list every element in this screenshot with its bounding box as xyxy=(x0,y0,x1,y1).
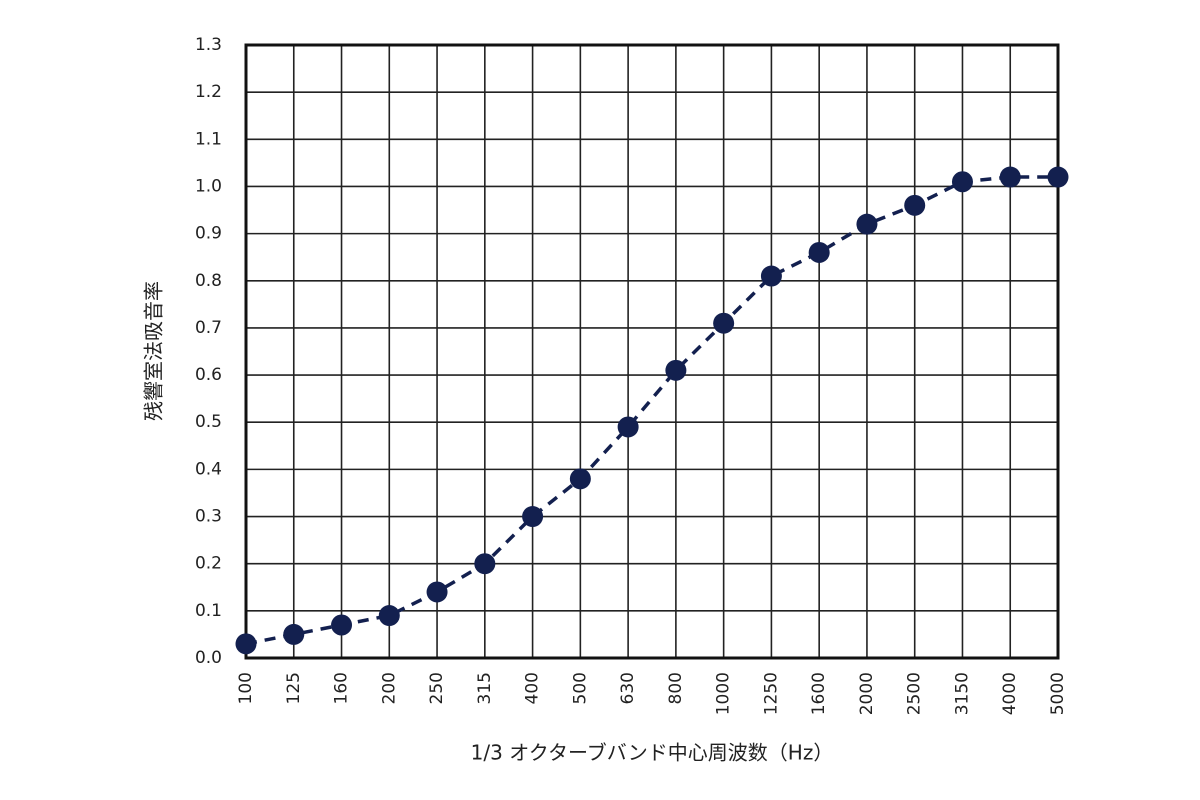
x-tick-label: 400 xyxy=(523,672,543,704)
data-point xyxy=(999,166,1021,188)
series-line xyxy=(245,175,1058,646)
y-tick-label: 0.9 xyxy=(195,224,222,244)
x-tick-label: 1000 xyxy=(714,672,734,715)
data-point xyxy=(426,581,448,603)
y-tick-label: 0.8 xyxy=(195,271,222,291)
x-tick-label: 2000 xyxy=(857,672,877,715)
y-tick-label: 1.2 xyxy=(195,82,222,102)
data-point xyxy=(760,265,782,287)
x-tick-label: 630 xyxy=(618,672,638,704)
data-point xyxy=(474,553,496,575)
data-point xyxy=(951,171,973,193)
y-axis-ticks: 0.0 0.1 0.2 0.3 0.4 0.5 0.6 0.7 0.8 0.9 1.0 1.1 1.2 1… xyxy=(195,35,222,668)
x-axis-ticks: 100 125 160 200 250 315 400 500 630 800 1000 1250 16… xyxy=(236,672,1068,715)
data-point xyxy=(617,416,639,438)
data-point xyxy=(808,241,830,263)
y-tick-label: 1.3 xyxy=(195,35,222,55)
data-point xyxy=(283,623,305,645)
x-tick-label: 125 xyxy=(284,672,304,704)
y-tick-label: 1.0 xyxy=(195,176,222,196)
data-point xyxy=(569,468,591,490)
x-tick-label: 800 xyxy=(666,672,686,704)
y-tick-label: 0.3 xyxy=(195,507,222,527)
data-point xyxy=(713,312,735,334)
data-point xyxy=(904,194,926,216)
data-point xyxy=(235,633,257,655)
y-tick-label: 0.4 xyxy=(195,459,222,479)
y-tick-label: 0.2 xyxy=(195,554,222,574)
data-point xyxy=(378,605,400,627)
data-point xyxy=(331,614,353,636)
series-markers xyxy=(235,166,1069,655)
x-tick-label: 100 xyxy=(236,672,256,704)
y-tick-label: 0.5 xyxy=(195,412,222,432)
x-tick-label: 160 xyxy=(332,672,352,704)
x-tick-label: 200 xyxy=(379,672,399,704)
x-tick-label: 500 xyxy=(570,672,590,704)
x-tick-label: 1600 xyxy=(809,672,829,715)
x-tick-label: 3150 xyxy=(952,672,972,715)
x-axis-title: 1/3 オクターブバンド中心周波数（Hz） xyxy=(471,741,834,765)
plot-frame xyxy=(244,43,1060,660)
x-tick-label: 250 xyxy=(427,672,447,704)
x-tick-label: 1250 xyxy=(761,672,781,715)
x-tick-label: 4000 xyxy=(1000,672,1020,715)
data-point xyxy=(856,213,878,235)
x-tick-label: 2500 xyxy=(905,672,925,715)
data-point xyxy=(522,506,544,528)
data-point xyxy=(1047,166,1069,188)
y-tick-label: 0.6 xyxy=(195,365,222,385)
grid xyxy=(245,44,1059,659)
x-tick-label: 5000 xyxy=(1048,672,1068,715)
y-axis-title: 残響室法吸音率 xyxy=(142,281,166,421)
data-point xyxy=(665,359,687,381)
y-tick-label: 0.0 xyxy=(195,648,222,668)
x-tick-label: 315 xyxy=(475,672,495,704)
y-tick-label: 0.1 xyxy=(195,601,222,621)
y-tick-label: 0.7 xyxy=(195,318,222,338)
y-tick-label: 1.1 xyxy=(195,129,222,149)
